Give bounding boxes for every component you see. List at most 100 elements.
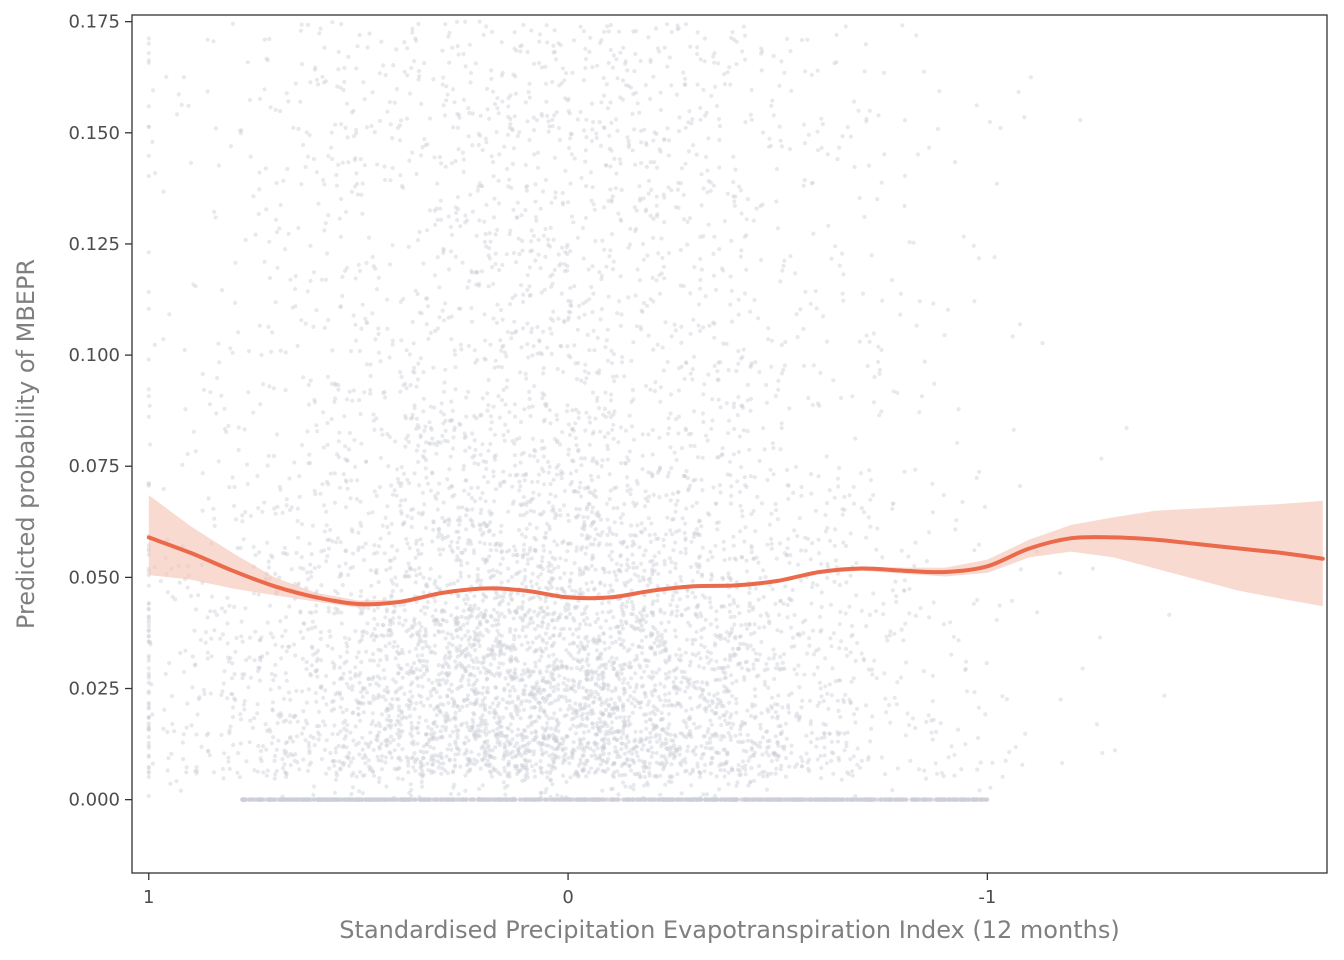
scatter-point [425,304,430,309]
scatter-point [308,378,313,383]
scatter-point [256,743,261,749]
scatter-point [674,92,680,97]
scatter-point [724,630,729,635]
scatter-point [683,760,688,765]
scatter-point [280,644,285,649]
scatter-point [734,369,739,374]
scatter-point [350,565,356,570]
scatter-point [631,29,636,34]
scatter-point [379,712,384,717]
scatter-point [511,616,516,621]
scatter-point [646,748,651,753]
scatter-point [663,692,668,697]
scatter-point [146,124,151,129]
scatter-point [628,768,634,773]
scatter-point [657,147,662,152]
scatter-point [393,690,398,695]
scatter-point [699,635,704,640]
scatter-point [792,612,797,618]
scatter-point [592,207,597,212]
scatter-point [383,644,388,649]
scatter-point [282,545,287,551]
scatter-point [554,657,559,662]
scatter-point [761,568,766,573]
scatter-point [326,609,331,614]
scatter-point [686,744,691,749]
scatter-point [332,611,337,616]
scatter-point [609,120,614,125]
scatter-point [550,676,555,682]
scatter-point [360,610,365,616]
scatter-point [441,75,446,80]
scatter-point [594,724,599,729]
scatter-point [674,613,679,619]
scatter-point [468,672,473,677]
scatter-point [359,326,364,331]
scatter-point [648,96,653,101]
scatter-point [339,675,344,681]
scatter-point [609,557,614,562]
scatter-point [444,754,449,759]
scatter-point [523,634,528,639]
scatter-point [396,756,401,761]
scatter-point [817,614,823,619]
scatter-point [713,84,718,89]
scatter-point [495,695,500,700]
scatter-point [480,557,485,562]
scatter-point [488,548,493,553]
scatter-point [662,742,667,747]
scatter-point [576,315,582,320]
scatter-point [396,697,401,702]
scatter-point [469,306,474,311]
scatter-point [709,756,715,761]
scatter-point [387,641,392,646]
scatter-point [146,606,151,611]
scatter-point [219,606,224,611]
scatter-point [241,537,246,542]
scatter-point [200,508,205,513]
scatter-point [411,341,416,346]
scatter-point [452,352,458,357]
scatter-point [683,426,688,431]
scatter-point [433,599,438,604]
scatter-point [658,609,663,614]
scatter-point [382,390,387,395]
scatter-point [212,523,217,529]
scatter-point [201,687,206,693]
scatter-point [595,611,600,616]
scatter-point [531,686,536,691]
scatter-point [629,358,634,363]
scatter-point [590,520,596,525]
scatter-point [902,578,907,583]
scatter-point [941,774,946,779]
scatter-point [716,61,721,66]
scatter-point [533,729,538,734]
scatter-point [146,639,151,644]
scatter-point [665,726,670,731]
scatter-point [485,408,490,413]
scatter-point [540,620,545,626]
scatter-point [527,81,532,86]
scatter-point [850,394,855,399]
scatter-point [551,507,556,512]
scatter-point [780,705,785,710]
scatter-point [559,469,564,474]
scatter-point [514,48,519,53]
scatter-point [850,623,855,629]
scatter-point [396,671,401,676]
scatter-point [507,657,512,662]
scatter-point [879,180,884,185]
scatter-point [375,738,380,743]
scatter-point [456,594,461,599]
scatter-point [551,309,556,314]
scatter-point [509,658,514,663]
scatter-point [788,553,793,558]
scatter-point [494,130,499,135]
scatter-point [309,663,314,668]
scatter-point [690,504,695,509]
scatter-point [513,657,518,662]
scatter-point [737,661,742,666]
scatter-point [486,669,491,674]
scatter-point [326,154,331,159]
